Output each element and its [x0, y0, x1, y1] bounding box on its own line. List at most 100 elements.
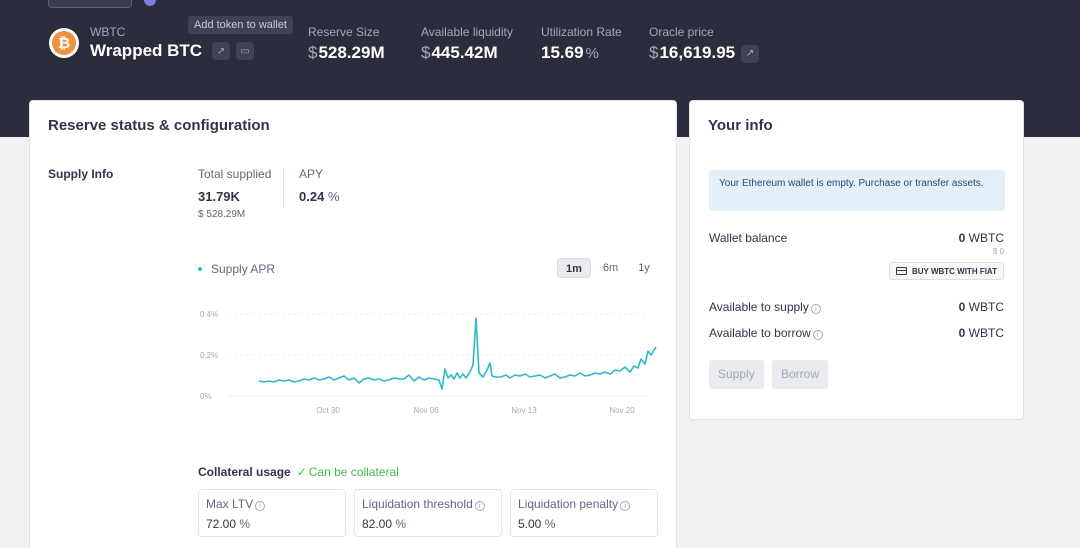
stat-label: Available liquidity — [421, 25, 513, 39]
card-title: Your info — [708, 117, 773, 134]
max-ltv-value: 72.00 — [206, 517, 237, 531]
liquidation-penalty-label: Liquidation penalty — [518, 497, 619, 511]
range-tab-6m[interactable]: 6m — [602, 262, 619, 274]
total-supplied-value: 31.79K — [198, 189, 240, 204]
info-icon[interactable]: i — [255, 501, 266, 511]
liquidation-penalty-value: 5.00 — [518, 517, 542, 531]
max-ltv-label: Max LTV — [206, 497, 254, 511]
stat-label: Utilization Rate — [541, 25, 622, 39]
available-to-borrow-text: Available to borrow — [709, 326, 811, 340]
oracle-price-value: 16,619.95 — [659, 43, 736, 62]
info-icon[interactable]: i — [474, 501, 485, 511]
x-tick-label: Nov 20 — [609, 406, 635, 415]
divider — [283, 169, 284, 209]
percent-unit: % — [327, 189, 340, 204]
borrow-button[interactable]: Borrow — [772, 360, 829, 389]
bitcoin-icon: ₿ — [49, 28, 79, 58]
metric-label: Max LTV i — [206, 497, 338, 511]
metric-label: Liquidation threshold i — [362, 497, 494, 511]
supply-apr-line — [258, 317, 657, 390]
stat-value: $528.29M — [308, 43, 385, 63]
reserve-status-card: Reserve status & configuration Supply In… — [29, 100, 677, 548]
stat-value: $445.42M — [421, 43, 513, 63]
external-link-icon[interactable]: ↗ — [212, 42, 230, 60]
card-title: Reserve status & configuration — [48, 117, 270, 134]
x-tick-label: Nov 06 — [413, 406, 439, 415]
range-tab-1m[interactable]: 1m — [557, 258, 591, 278]
supply-apy: APY 0.24 % — [299, 167, 340, 204]
apy-label: APY — [299, 167, 324, 181]
total-supplied: Total supplied 31.79K $ 528.29M — [198, 167, 271, 220]
total-supplied-usd: $ 528.29M — [198, 209, 246, 220]
total-supplied-label: Total supplied — [198, 167, 272, 181]
stat-reserve-size: Reserve Size $528.29M — [308, 25, 385, 63]
supply-button[interactable]: Supply — [709, 360, 764, 389]
info-icon[interactable]: i — [810, 304, 821, 314]
asset-name: Wrapped BTC — [90, 41, 203, 60]
metric-value: 5.00 % — [518, 517, 650, 531]
time-range-tabs: 1m 6m 1y — [557, 258, 662, 278]
collateral-usage: Collateral usage ✓ Can be collateral — [198, 465, 399, 479]
liquidation-threshold-value: 82.00 — [362, 517, 393, 531]
credit-card-icon — [895, 267, 907, 275]
metric-value: 72.00 % — [206, 517, 338, 531]
y-tick-label: 0.2% — [200, 351, 218, 360]
metric-label: Liquidation penalty i — [518, 497, 650, 511]
wallet-balance-value: 0 WBTC — [959, 231, 1004, 245]
info-icon[interactable]: i — [812, 330, 823, 340]
percent-unit: % — [395, 517, 407, 531]
available-to-borrow-unit: WBTC — [968, 326, 1004, 340]
supply-info-label: Supply Info — [48, 167, 114, 181]
stat-value: 15.69% — [541, 43, 622, 63]
available-to-borrow-value: 0 WBTC — [959, 326, 1004, 340]
percent-unit: % — [239, 517, 251, 531]
empty-wallet-notice: Your Ethereum wallet is empty. Purchase … — [709, 170, 1005, 211]
max-ltv-box: Max LTV i 72.00 % — [198, 489, 346, 537]
apy-value-row: 0.24 % — [299, 189, 340, 204]
buy-with-fiat-label: BUY WBTC WITH FIAT — [911, 266, 997, 276]
reserve-size-value: 528.29M — [318, 43, 385, 62]
external-link-icon[interactable]: ↗ — [741, 44, 760, 63]
wallet-balance-usd: $ 0 — [992, 247, 1004, 256]
buy-with-fiat-button[interactable]: BUY WBTC WITH FIAT — [888, 262, 1004, 280]
check-icon: ✓ — [296, 465, 307, 479]
stat-available-liquidity: Available liquidity $445.42M — [421, 25, 513, 63]
stat-label: Oracle price — [649, 25, 714, 39]
stat-utilization-rate: Utilization Rate 15.69% — [541, 25, 622, 63]
stat-value: $16,619.95 ↗ — [649, 43, 760, 63]
your-info-card: Your info Your Ethereum wallet is empty.… — [689, 100, 1024, 420]
available-to-supply-value: 0 WBTC — [959, 300, 1004, 314]
info-icon[interactable]: i — [620, 501, 631, 511]
wallet-balance-amount: 0 — [958, 231, 966, 245]
available-to-borrow-label: Available to borrow i — [709, 326, 823, 340]
currency-symbol: $ — [649, 43, 659, 62]
metric-value: 82.00 % — [362, 517, 494, 531]
liquidation-threshold-box: Liquidation threshold i 82.00 % — [354, 489, 502, 537]
y-tick-label: 0% — [200, 392, 212, 401]
collateral-usage-label: Collateral usage — [198, 465, 291, 479]
liquidation-penalty-box: Liquidation penalty i 5.00 % — [510, 489, 658, 537]
supply-apr-chart: 0.4% 0.2% 0% Oct 30 Nov 06 Nov 13 Nov 20 — [200, 310, 657, 415]
stat-label: Reserve Size — [308, 25, 380, 39]
wallet-balance-label: Wallet balance — [709, 231, 788, 245]
apy-value: 0.24 — [299, 189, 325, 204]
asset-symbol: WBTC — [90, 25, 126, 39]
available-to-supply-amount: 0 — [958, 300, 966, 314]
available-liquidity-value: 445.42M — [431, 43, 498, 62]
back-button[interactable] — [48, 0, 132, 8]
range-tab-1y[interactable]: 1y — [638, 262, 650, 274]
legend-label: Supply APR — [211, 262, 276, 276]
percent-unit: % — [585, 45, 599, 62]
add-token-wallet-icon[interactable]: ▭ — [236, 42, 254, 60]
network-icon — [144, 0, 156, 6]
currency-symbol: $ — [421, 43, 431, 62]
stat-oracle-price: Oracle price $16,619.95 ↗ — [649, 25, 760, 63]
x-tick-label: Nov 13 — [511, 406, 537, 415]
available-to-borrow-amount: 0 — [958, 326, 966, 340]
x-tick-label: Oct 30 — [316, 406, 340, 415]
legend-dot-icon — [198, 267, 202, 271]
percent-unit: % — [544, 517, 556, 531]
collateral-status-text: Can be collateral — [308, 465, 399, 479]
available-to-supply-label: Available to supply i — [709, 300, 821, 314]
utilization-rate-value: 15.69 — [541, 43, 584, 62]
